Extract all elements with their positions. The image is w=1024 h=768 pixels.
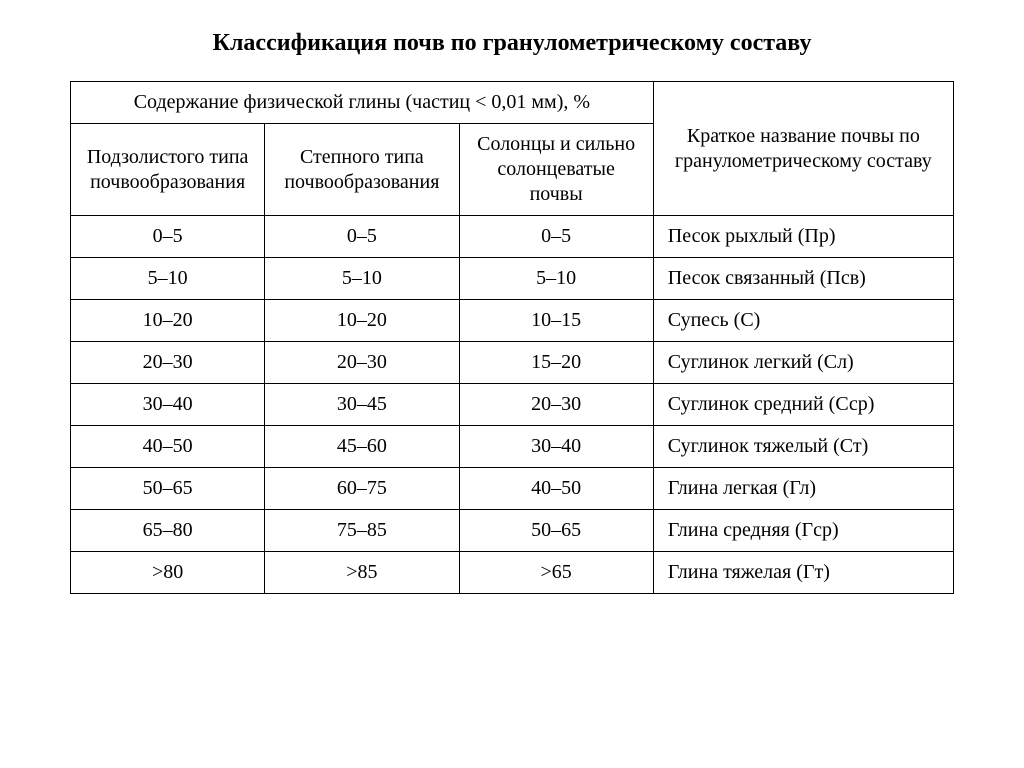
table-body: 0–50–50–5Песок рыхлый (Пр)5–105–105–10Пе… bbox=[71, 216, 954, 594]
cell-podzolic: 0–5 bbox=[71, 216, 265, 258]
cell-podzolic: 20–30 bbox=[71, 342, 265, 384]
table-row: >80>85>65Глина тяжелая (Гт) bbox=[71, 552, 954, 594]
cell-solonetz: 30–40 bbox=[459, 426, 653, 468]
table-row: 65–8075–8550–65Глина средняя (Гср) bbox=[71, 510, 954, 552]
cell-solonetz: >65 bbox=[459, 552, 653, 594]
cell-solonetz: 20–30 bbox=[459, 384, 653, 426]
cell-solonetz: 15–20 bbox=[459, 342, 653, 384]
cell-steppe: 10–20 bbox=[265, 300, 459, 342]
cell-soil-name: Супесь (С) bbox=[653, 300, 953, 342]
cell-steppe: 5–10 bbox=[265, 258, 459, 300]
cell-solonetz: 10–15 bbox=[459, 300, 653, 342]
cell-soil-name: Суглинок тяжелый (Ст) bbox=[653, 426, 953, 468]
table-row: 20–3020–3015–20Суглинок легкий (Сл) bbox=[71, 342, 954, 384]
cell-soil-name: Глина легкая (Гл) bbox=[653, 468, 953, 510]
cell-soil-name: Глина тяжелая (Гт) bbox=[653, 552, 953, 594]
cell-podzolic: 65–80 bbox=[71, 510, 265, 552]
cell-solonetz: 0–5 bbox=[459, 216, 653, 258]
cell-steppe: 30–45 bbox=[265, 384, 459, 426]
cell-podzolic: 10–20 bbox=[71, 300, 265, 342]
cell-steppe: 75–85 bbox=[265, 510, 459, 552]
page-title: Классификация почв по гранулометрическом… bbox=[70, 30, 954, 57]
table-header-row-1: Содержание физической глины (частиц < 0,… bbox=[71, 82, 954, 124]
cell-steppe: 60–75 bbox=[265, 468, 459, 510]
cell-podzolic: 30–40 bbox=[71, 384, 265, 426]
cell-soil-name: Песок связанный (Псв) bbox=[653, 258, 953, 300]
cell-solonetz: 5–10 bbox=[459, 258, 653, 300]
cell-steppe: 45–60 bbox=[265, 426, 459, 468]
cell-solonetz: 50–65 bbox=[459, 510, 653, 552]
header-group-clay-content: Содержание физической глины (частиц < 0,… bbox=[71, 82, 654, 124]
table-row: 0–50–50–5Песок рыхлый (Пр) bbox=[71, 216, 954, 258]
cell-podzolic: >80 bbox=[71, 552, 265, 594]
cell-podzolic: 40–50 bbox=[71, 426, 265, 468]
header-soil-name: Краткое название почвы по гранулометриче… bbox=[653, 82, 953, 216]
cell-solonetz: 40–50 bbox=[459, 468, 653, 510]
cell-steppe: >85 bbox=[265, 552, 459, 594]
soil-classification-table: Содержание физической глины (частиц < 0,… bbox=[70, 81, 954, 594]
table-row: 50–6560–7540–50Глина легкая (Гл) bbox=[71, 468, 954, 510]
table-row: 30–4030–4520–30Суглинок средний (Сср) bbox=[71, 384, 954, 426]
page: Классификация почв по гранулометрическом… bbox=[0, 0, 1024, 634]
table-row: 5–105–105–10Песок связанный (Псв) bbox=[71, 258, 954, 300]
cell-podzolic: 5–10 bbox=[71, 258, 265, 300]
cell-steppe: 0–5 bbox=[265, 216, 459, 258]
table-row: 40–5045–6030–40Суглинок тяжелый (Ст) bbox=[71, 426, 954, 468]
cell-podzolic: 50–65 bbox=[71, 468, 265, 510]
header-sub-steppe: Степного типа почвообразования bbox=[265, 124, 459, 216]
table-head: Содержание физической глины (частиц < 0,… bbox=[71, 82, 954, 216]
header-sub-podzolic: Подзолистого типа почвообразования bbox=[71, 124, 265, 216]
table-row: 10–2010–2010–15Супесь (С) bbox=[71, 300, 954, 342]
cell-soil-name: Глина средняя (Гср) bbox=[653, 510, 953, 552]
cell-soil-name: Песок рыхлый (Пр) bbox=[653, 216, 953, 258]
cell-soil-name: Суглинок легкий (Сл) bbox=[653, 342, 953, 384]
header-sub-solonetz: Солонцы и сильно солонцеватые почвы bbox=[459, 124, 653, 216]
cell-soil-name: Суглинок средний (Сср) bbox=[653, 384, 953, 426]
cell-steppe: 20–30 bbox=[265, 342, 459, 384]
